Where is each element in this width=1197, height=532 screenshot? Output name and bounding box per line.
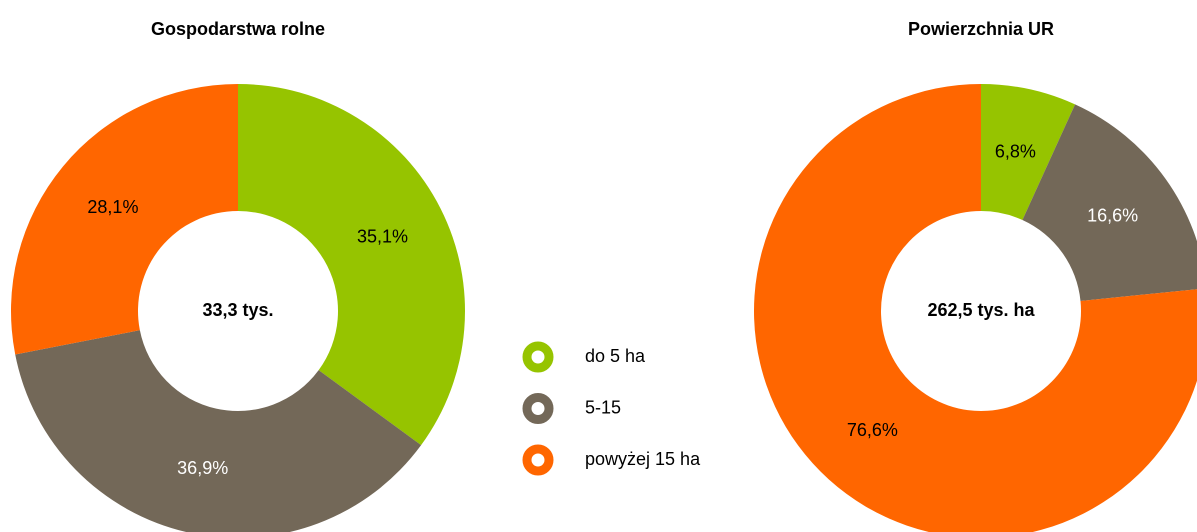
center-label: 33,3 tys. — [202, 300, 273, 320]
data-label: 35,1% — [357, 226, 408, 246]
chart-title: Powierzchnia UR — [908, 19, 1054, 39]
donut-slice — [238, 84, 465, 446]
legend-swatch — [522, 393, 554, 424]
center-label: 262,5 tys. ha — [927, 300, 1035, 320]
chart-title: Gospodarstwa rolne — [151, 19, 325, 39]
donut-slice — [754, 84, 1197, 532]
data-label: 28,1% — [87, 197, 138, 217]
legend-label: powyżej 15 ha — [585, 449, 701, 469]
legend-label: do 5 ha — [585, 346, 646, 366]
legend-swatch — [522, 444, 554, 476]
legend-label: 5-15 — [585, 397, 621, 417]
donut-slice — [1022, 104, 1197, 301]
donut-slice — [10, 84, 239, 355]
data-label: 16,6% — [1087, 205, 1138, 225]
data-label: 36,9% — [177, 458, 228, 478]
data-label: 6,8% — [995, 141, 1036, 161]
donut-slice — [15, 330, 422, 532]
legend-swatch — [522, 341, 554, 373]
donut-slice — [981, 84, 1076, 220]
data-label: 76,6% — [847, 420, 898, 440]
